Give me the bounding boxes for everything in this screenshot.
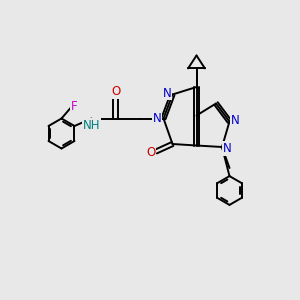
Text: N: N bbox=[152, 112, 161, 125]
Text: N: N bbox=[223, 142, 232, 155]
Text: N: N bbox=[230, 113, 239, 127]
Text: N: N bbox=[163, 86, 172, 100]
Text: F: F bbox=[71, 100, 77, 113]
Text: O: O bbox=[111, 85, 120, 98]
Text: NH: NH bbox=[83, 118, 100, 132]
Text: O: O bbox=[146, 146, 155, 160]
